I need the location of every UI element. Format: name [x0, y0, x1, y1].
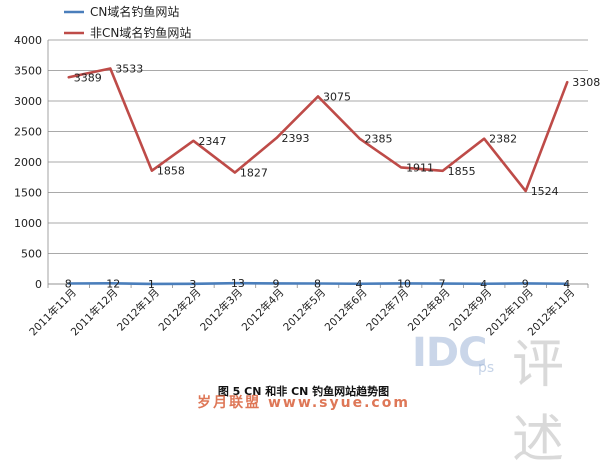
data-label: 9	[272, 277, 279, 290]
y-tick-label: 2500	[14, 126, 42, 139]
x-tick-label: 2012年5月	[280, 286, 328, 334]
data-label: 1855	[448, 165, 476, 178]
data-label: 8	[314, 278, 321, 291]
data-label: 9	[522, 277, 529, 290]
x-axis: 2011年11月2011年12月2012年1月2012年2月2012年3月201…	[26, 284, 588, 338]
data-label: 1827	[240, 167, 268, 180]
data-label: 2385	[365, 133, 393, 146]
data-label: 4	[563, 278, 570, 291]
data-label: 3308	[572, 76, 600, 89]
data-label: 3	[189, 278, 196, 291]
data-label: 10	[397, 277, 411, 290]
watermark-site: 岁月联盟 www.syue.com	[0, 392, 607, 412]
data-label: 4	[356, 278, 363, 291]
data-label: 2347	[198, 135, 226, 148]
data-label: 7	[439, 278, 446, 291]
x-tick-label: 2012年1月	[114, 286, 162, 334]
x-tick-label: 2012年4月	[239, 286, 287, 334]
data-label: 13	[231, 277, 245, 290]
data-label: 3389	[74, 71, 102, 84]
y-tick-label: 0	[35, 278, 42, 291]
legend: CN域名钓鱼网站 非CN域名钓鱼网站	[64, 4, 191, 40]
data-label: 1858	[157, 165, 185, 178]
y-tick-label: 500	[21, 248, 42, 261]
data-label: 1911	[406, 161, 434, 174]
y-tick-label: 2000	[14, 156, 42, 169]
x-tick-label: 2012年7月	[364, 286, 412, 334]
legend-label-cn: CN域名钓鱼网站	[90, 4, 179, 19]
watermark-ps: ps	[478, 360, 494, 376]
data-label: 4	[480, 278, 487, 291]
x-tick-label: 2012年6月	[322, 286, 370, 334]
data-label: 3533	[115, 62, 143, 75]
y-tick-label: 1500	[14, 187, 42, 200]
x-tick-label: 2012年3月	[197, 286, 245, 334]
data-label: 1524	[531, 185, 559, 198]
y-axis: 0 500 1000 1500 2000 2500 3000 3500 4000	[14, 34, 48, 291]
y-tick-label: 1000	[14, 217, 42, 230]
watermark-idc: IDC	[412, 330, 486, 376]
data-label: 8	[65, 278, 72, 291]
y-tick-label: 3000	[14, 95, 42, 108]
y-tick-label: 3500	[14, 65, 42, 78]
data-label: 3075	[323, 90, 351, 103]
legend-label-noncn: 非CN域名钓鱼网站	[90, 25, 191, 40]
data-label: 1	[148, 278, 155, 291]
data-label: 2393	[281, 132, 309, 145]
data-label: 2382	[489, 133, 517, 146]
data-label: 12	[106, 277, 120, 290]
x-tick-label: 2012年2月	[156, 286, 204, 334]
y-tick-label: 4000	[14, 34, 42, 47]
x-tick-label: 2012年8月	[405, 286, 453, 334]
